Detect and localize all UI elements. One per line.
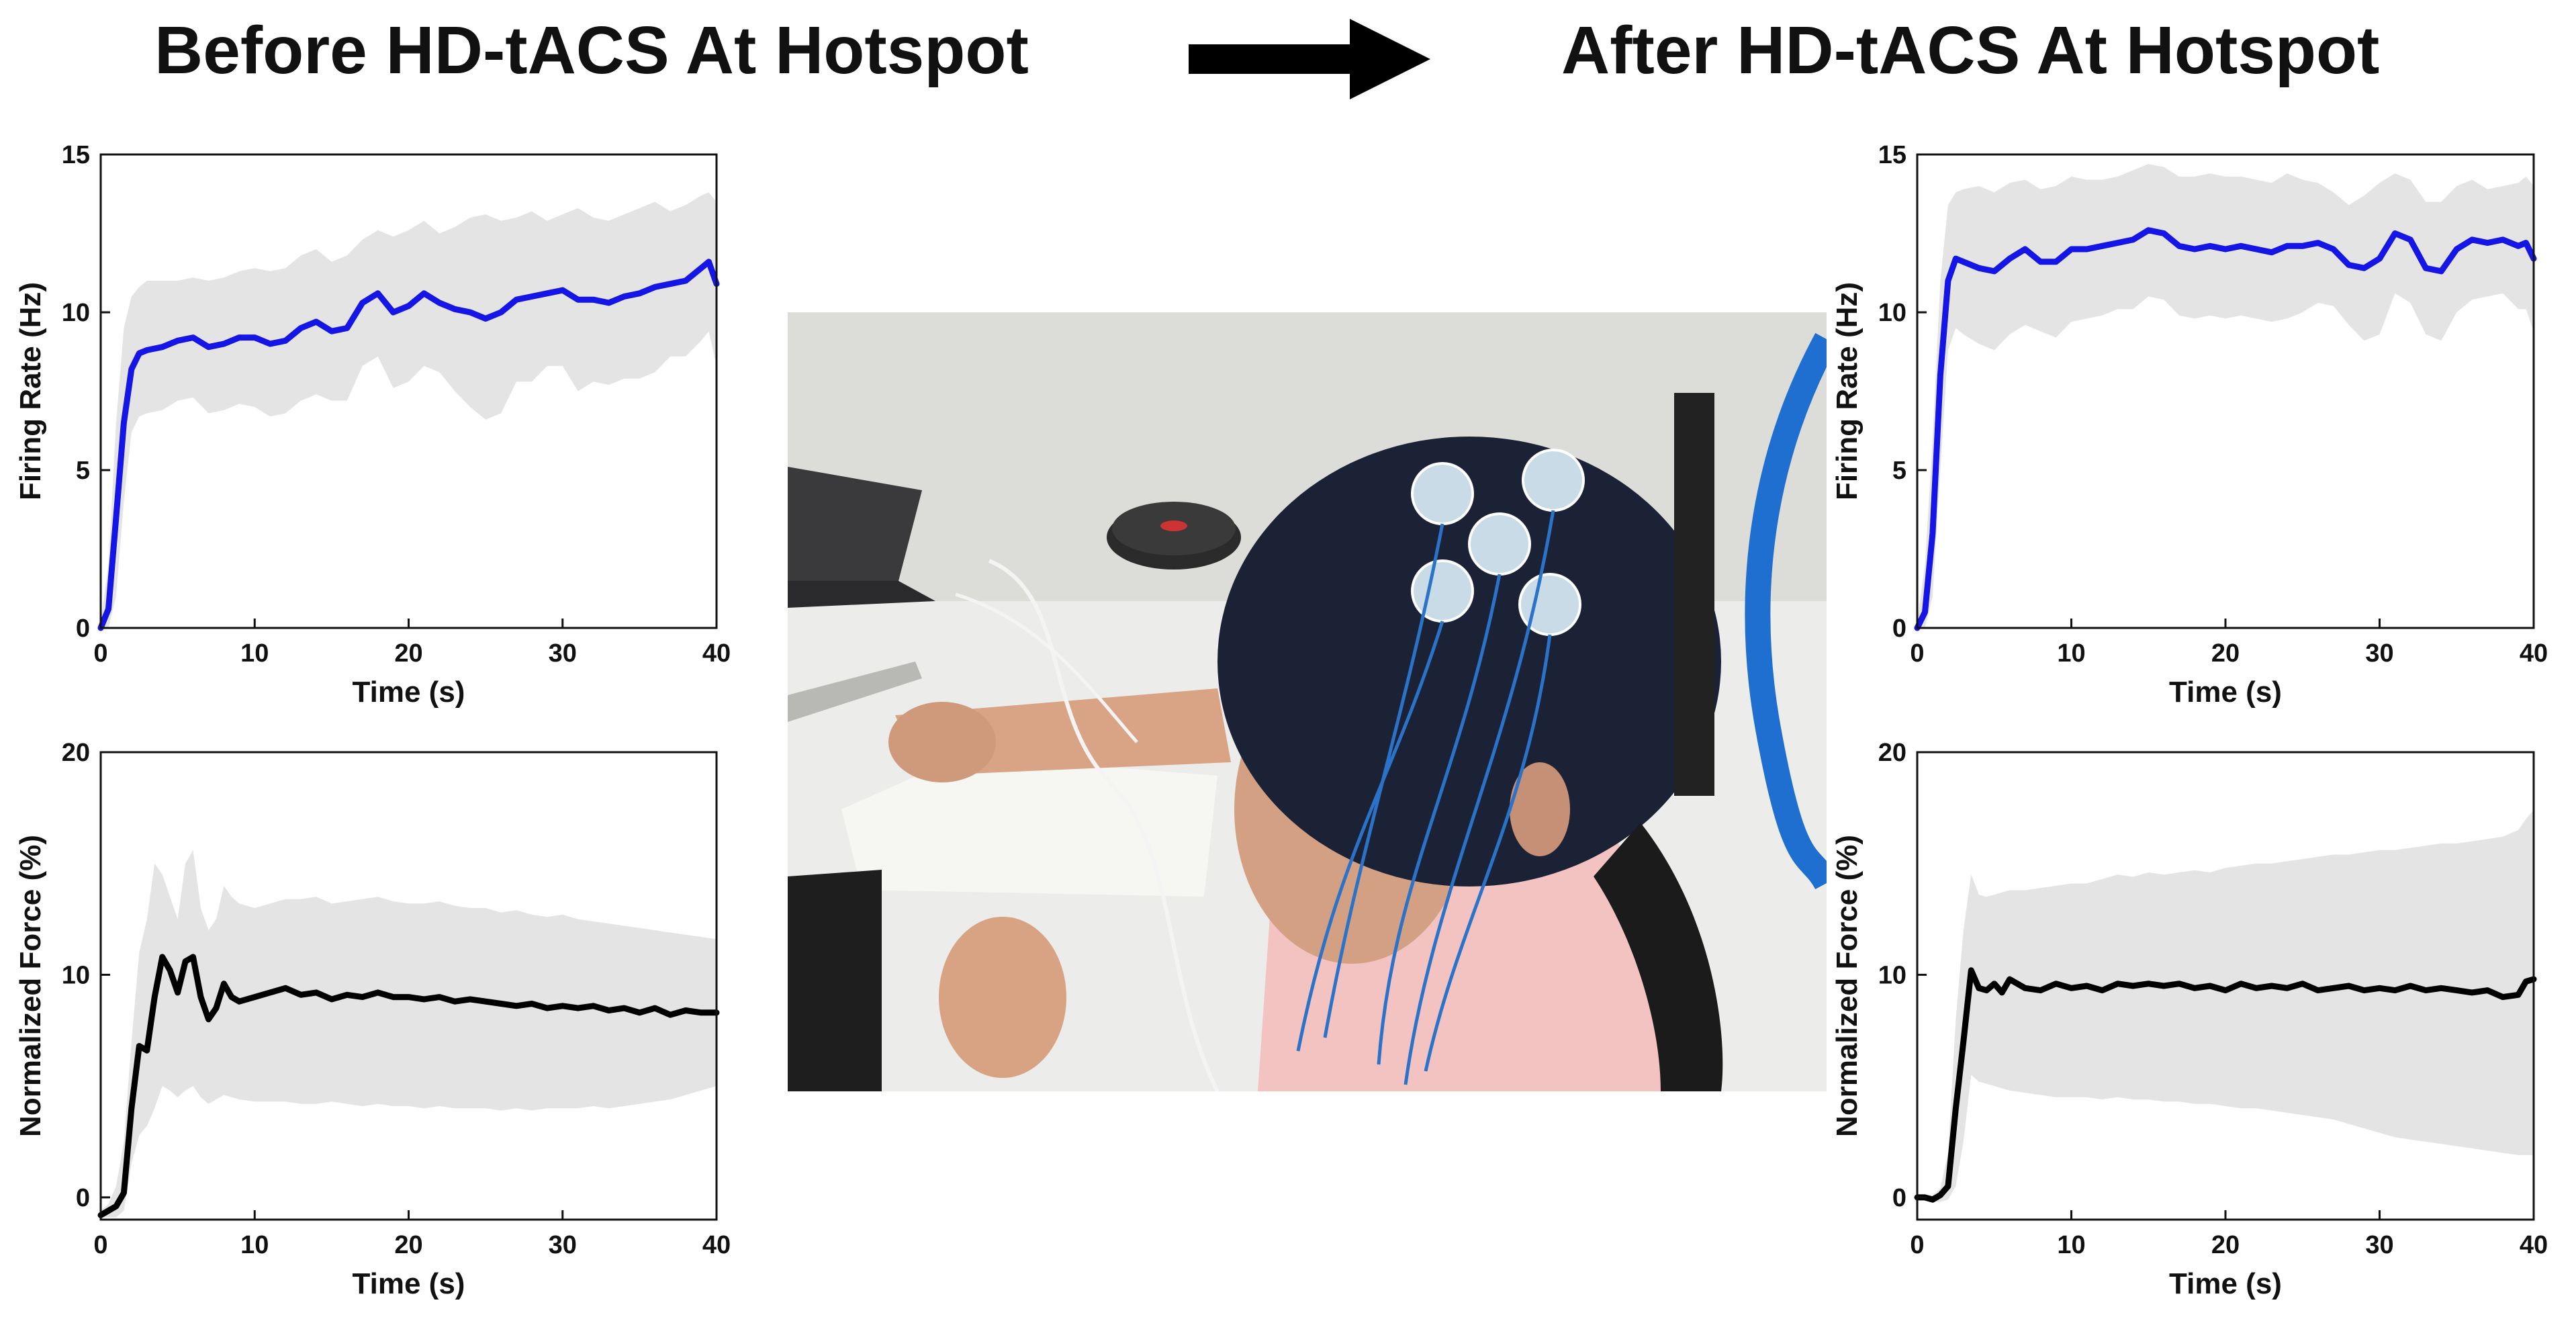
x-tick-label: 20 [2211,1231,2240,1259]
y-tick-label: 20 [62,739,90,767]
after-force-mean-line [1914,967,2537,1203]
x-tick-label: 40 [702,639,731,668]
heading-before: Before HD-tACS At Hotspot [154,13,1029,88]
x-axis-label: Time (s) [2169,1267,2282,1300]
after-firing-svg: 0 10 20 30 40 0 5 10 15 Time (s) Firing Rate (Hz) [1831,141,2548,709]
photo-keyboard [788,870,882,1091]
x-tick-label: 0 [93,639,107,668]
chart-after-firing-rate: 0 10 20 30 40 0 5 10 15 Time (s) Firing Rate (Hz) [1816,131,2576,722]
chart-before-normalized-force: 0 10 20 30 40 0 10 20 Time (s) Normalized Force (… [0,729,759,1314]
y-axis-label: Firing Rate (Hz) [14,282,47,500]
x-tick-label: 30 [2365,639,2393,668]
photo-electrode-1 [1411,462,1474,525]
y-tick-label: 10 [62,299,90,327]
photo-electrode-4 [1411,559,1474,623]
before-firing-svg: 0 10 20 30 40 0 5 10 15 Time (s) Firing Rate (Hz) [14,141,731,709]
photo-electrode-2 [1522,449,1585,512]
before-force-sd-band [101,850,717,1218]
y-tick-label: 10 [62,961,90,989]
y-tick-label: 10 [1878,299,1906,327]
y-tick-label: 5 [1892,457,1906,485]
y-axis-label: Normalized Force (%) [1831,835,1864,1137]
x-axis-label: Time (s) [353,676,465,709]
before-firing-mean-line [97,259,720,631]
before-force-mean-line [97,954,720,1218]
y-tick-label: 0 [1892,1184,1906,1212]
x-axis-label: Time (s) [2169,676,2282,709]
after-firing-sd-band [1917,164,2534,629]
y-tick-label: 0 [76,1184,90,1212]
y-tick-label: 20 [1878,739,1906,767]
y-tick-label: 10 [1878,961,1906,989]
x-tick-label: 10 [2057,1231,2085,1259]
x-tick-label: 0 [1910,1231,1924,1259]
photo-stand [1674,393,1714,796]
x-tick-label: 0 [93,1231,107,1259]
x-tick-label: 30 [549,1231,577,1259]
x-tick-label: 0 [1910,639,1924,668]
x-axis-label: Time (s) [353,1267,465,1300]
photo-rail [788,662,922,722]
photo-ear [1510,762,1570,856]
chart-after-normalized-force: 0 10 20 30 40 0 10 20 Time (s) Normalized Force (… [1816,729,2576,1314]
photo-towel [841,756,1217,897]
photo-chair [1594,823,1723,1091]
y-tick-label: 15 [62,141,90,169]
y-tick-label: 5 [76,457,90,485]
after-firing-mean-line [1914,227,2537,631]
photo-laptop [788,467,922,581]
y-tick-label: 0 [1892,615,1906,643]
photo-hand-left [939,917,1066,1078]
y-tick-label: 15 [1878,141,1906,169]
x-tick-label: 40 [2520,639,2548,668]
before-firing-sd-band [101,192,717,628]
chart-before-firing-rate: 0 10 20 30 40 0 5 10 15 Time (s) Firing Rate (Hz) [0,131,759,722]
x-tick-label: 30 [549,639,577,668]
experiment-photo [788,312,1827,1091]
x-tick-label: 20 [394,1231,422,1259]
x-tick-label: 40 [2520,1231,2548,1259]
y-tick-label: 0 [76,615,90,643]
y-axis-label: Normalized Force (%) [14,835,47,1137]
photo-hand-right [888,702,996,782]
after-force-svg: 0 10 20 30 40 0 10 20 Time (s) Normalized Force (… [1831,739,2548,1300]
x-tick-label: 10 [240,639,269,668]
photo-blue-tube [1745,332,1827,890]
right-arrow-icon [1189,19,1430,99]
x-tick-label: 10 [2057,639,2085,668]
photo-electrode-3 [1468,512,1531,576]
y-axis-label: Firing Rate (Hz) [1831,282,1864,500]
x-tick-label: 20 [2211,639,2240,668]
after-force-sd-band [1917,810,2534,1202]
heading-after: After HD-tACS At Hotspot [1561,13,2380,88]
x-tick-label: 10 [240,1231,269,1259]
photo-eeg-cap [1217,437,1721,887]
x-tick-label: 40 [702,1231,731,1259]
before-force-svg: 0 10 20 30 40 0 10 20 Time (s) Normalized Force (… [14,739,731,1300]
x-tick-label: 20 [394,639,422,668]
x-tick-label: 30 [2365,1231,2393,1259]
